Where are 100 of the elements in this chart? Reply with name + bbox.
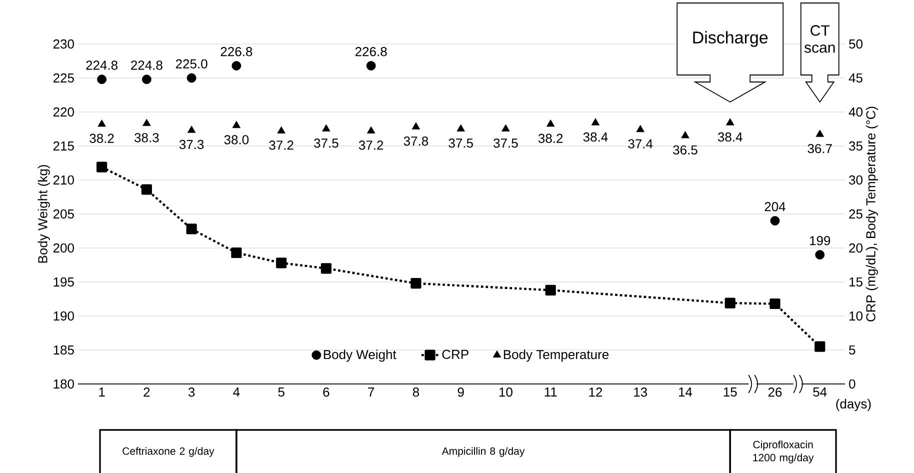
x-tick-label: 54 (813, 388, 827, 397)
point (186, 224, 197, 234)
y-tick-label: 180 (54, 379, 74, 389)
point (546, 120, 555, 127)
x-tick-label: 15 (724, 388, 737, 397)
x-tick-label: 13 (634, 388, 648, 397)
data-label: 37.8 (404, 136, 428, 146)
data-label: 225.0 (176, 59, 208, 68)
point (96, 162, 108, 172)
x-tick-label: 11 (544, 388, 557, 396)
y-tick-label: 200 (53, 243, 74, 253)
x-axis-title: (days) (836, 398, 871, 412)
y2-tick-label: 50 (849, 39, 862, 49)
y2-tick-label: 40 (848, 107, 862, 117)
point (366, 61, 376, 70)
text: Ceftriaxone 2 g/day (122, 447, 214, 457)
point (770, 298, 780, 310)
data-label: 38.2 (538, 134, 563, 143)
data-label: 38.0 (224, 135, 249, 144)
data-label: 38.4 (718, 132, 742, 142)
point (187, 126, 196, 133)
annotation: Discharge (693, 31, 768, 47)
point (815, 250, 825, 260)
x-tick-label: 8 (412, 388, 419, 397)
y2-tick-label: 25 (849, 209, 862, 219)
data-label: 36.7 (808, 144, 832, 154)
point (320, 263, 332, 274)
point (366, 126, 376, 134)
x-tick-label: 3 (188, 388, 195, 397)
point (322, 124, 330, 132)
y2-axis-title: CRP (mg/dL), Body Temperature (°C) (866, 106, 878, 322)
x-tick-label: 1 (99, 388, 105, 396)
point (142, 118, 151, 126)
x-tick-label: 12 (589, 388, 602, 397)
x-tick-label: 9 (458, 388, 464, 397)
x-tick-label: 4 (233, 388, 240, 396)
data-label: 224.8 (131, 60, 162, 70)
point (98, 120, 106, 127)
data-label: 226.8 (220, 47, 252, 56)
point (456, 124, 465, 132)
y2-tick-label: 45 (848, 73, 862, 83)
point (276, 258, 287, 268)
x-tick-label: 6 (323, 388, 330, 397)
point (142, 74, 152, 84)
point (681, 131, 690, 138)
y-tick-label: 205 (53, 209, 74, 219)
point (726, 118, 734, 126)
point (814, 341, 826, 352)
y-tick-label: 225 (53, 73, 74, 83)
y-tick-label: 190 (54, 311, 74, 321)
point (412, 122, 420, 130)
data-label: 37.5 (448, 138, 473, 148)
data-label: 37.5 (494, 138, 518, 148)
x-tick-label: 7 (368, 388, 374, 396)
y2-tick-label: 15 (850, 277, 862, 287)
point (410, 278, 422, 289)
y-tick-label: 230 (53, 39, 74, 49)
data-label: 38.4 (583, 132, 608, 142)
point (591, 118, 600, 126)
data-label: 37.5 (314, 138, 338, 148)
x-tick-label: 5 (278, 388, 284, 397)
point (232, 120, 241, 128)
data-label: 38.2 (90, 134, 114, 143)
y2-tick-label: 0 (849, 379, 856, 389)
x-tick-label: 10 (499, 388, 512, 397)
legend-label: Body Weight (324, 350, 396, 362)
y2-tick-label: 10 (850, 311, 862, 321)
data-label: 204 (764, 202, 786, 212)
point (770, 216, 780, 226)
y2-tick-label: 30 (849, 175, 862, 185)
point (636, 124, 644, 132)
point (97, 74, 106, 84)
text: Ampicillin 8 g/day (442, 447, 525, 457)
point (277, 126, 286, 134)
data-label: 37.2 (358, 140, 384, 150)
x-tick-label: 2 (144, 388, 150, 397)
y-axis-title: Body Weight (kg) (38, 165, 50, 263)
y-tick-label: 215 (53, 141, 74, 151)
point (816, 130, 824, 137)
point (231, 247, 242, 258)
x-tick-label: 26 (768, 388, 782, 397)
legend-label: CRP (442, 350, 468, 359)
point (186, 73, 196, 83)
y-tick-label: 210 (53, 175, 74, 185)
point (232, 61, 242, 70)
data-label: 224.8 (86, 60, 118, 70)
annotation: CT scan (804, 25, 835, 53)
point (724, 298, 736, 308)
data-label: 226.8 (355, 47, 387, 56)
y-tick-label: 195 (54, 277, 74, 287)
data-label: 37.2 (269, 140, 294, 150)
y-tick-label: 220 (53, 107, 74, 117)
point (545, 284, 556, 296)
text: Ciprofloxacin 1200 mg/day (753, 440, 814, 464)
x-tick-label: 14 (678, 388, 692, 396)
data-label: 37.3 (179, 140, 204, 150)
data-label: 38.3 (134, 133, 159, 142)
data-label: 36.5 (673, 145, 698, 155)
y2-tick-label: 5 (849, 345, 856, 355)
point (141, 184, 152, 195)
